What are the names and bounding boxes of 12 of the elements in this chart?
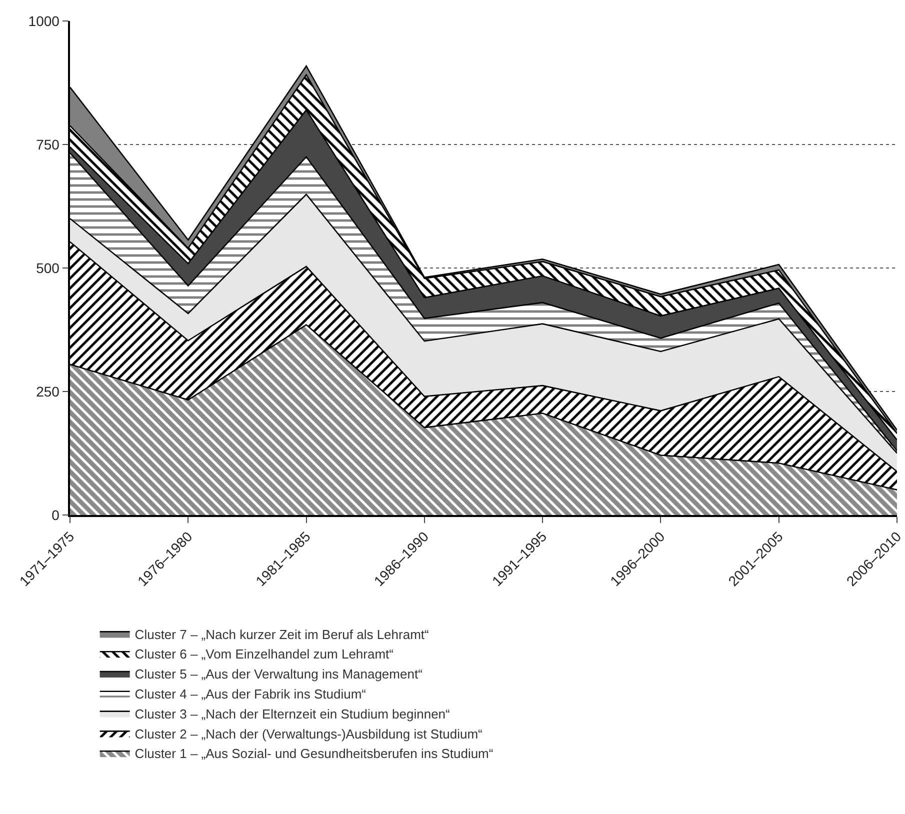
legend-label: Cluster 6 – „Vom Einzelhandel zum Lehramt“	[134, 646, 394, 662]
y-tick-label: 1000	[28, 12, 60, 29]
y-tick-label: 750	[36, 136, 60, 152]
legend-label: Cluster 7 – „Nach kurzer Zeit im Beruf als Lehramt“	[134, 626, 429, 642]
y-tick-label: 250	[36, 383, 60, 400]
legend-label: Cluster 4 – „Aus der Fabrik ins Studium“	[134, 686, 366, 702]
legend-label: Cluster 3 – „Nach der Elternzeit ein Studium beginnen“	[134, 706, 450, 722]
legend-label: Cluster 5 – „Aus der Verwaltung ins Management“	[134, 666, 422, 682]
y-tick-label: 500	[36, 260, 60, 276]
y-tick-label: 0	[52, 506, 60, 523]
legend-label: Cluster 2 – „Nach der (Verwaltungs-)Ausbildung ist Studium“	[134, 726, 482, 742]
legend-label: Cluster 1 – „Aus Sozial- und Gesundheitsberufen ins Studium“	[134, 746, 494, 762]
